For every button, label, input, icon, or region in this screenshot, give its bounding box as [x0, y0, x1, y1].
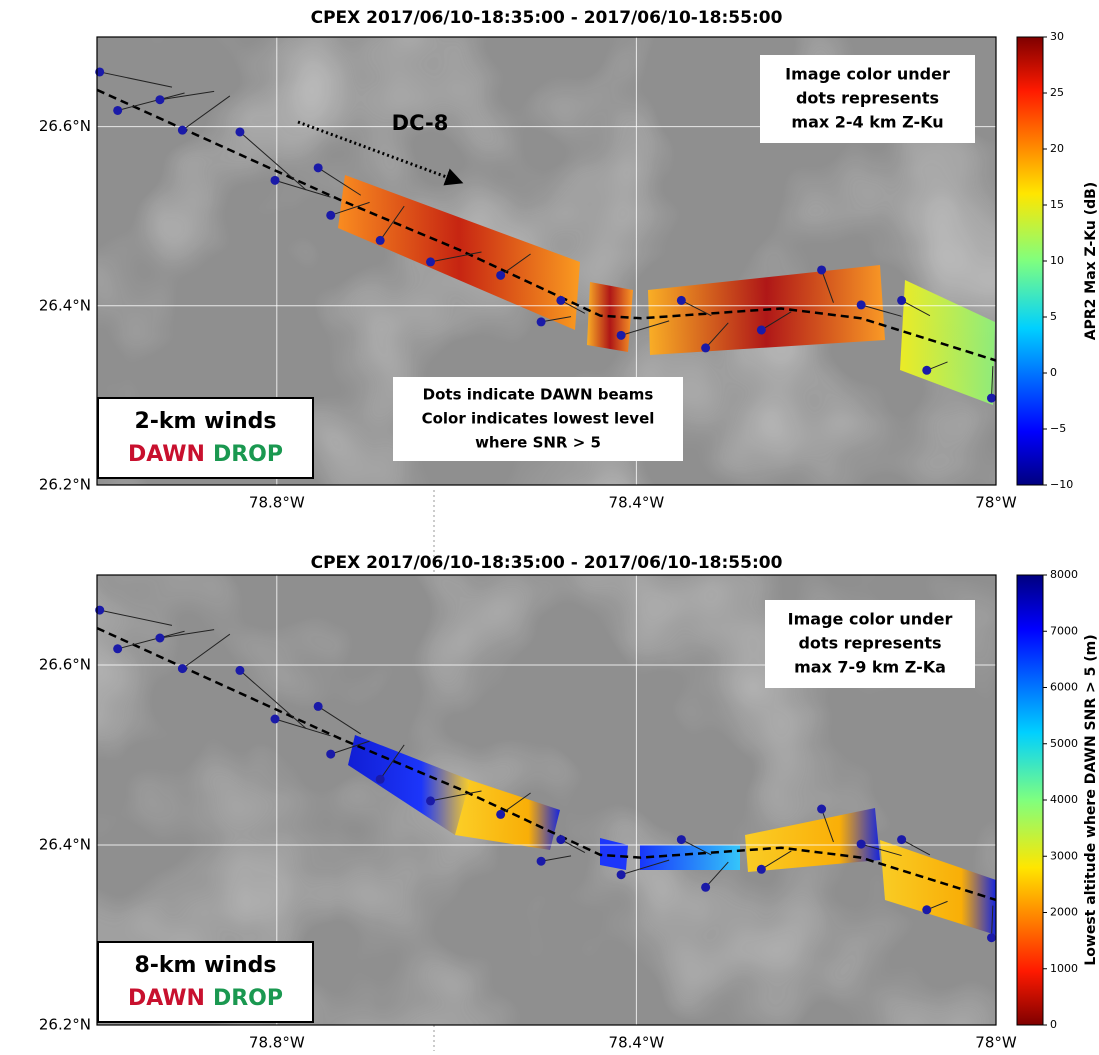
aircraft-label: DC-8 — [392, 111, 449, 135]
dawn-beam-dot — [178, 664, 187, 673]
x-tick-label: 78.4°W — [609, 494, 665, 512]
dawn-beam-dot — [155, 95, 164, 104]
annotation-text: Image color under — [788, 610, 953, 629]
dawn-beam-dot — [155, 634, 164, 643]
colorbar — [1017, 37, 1043, 485]
dawn-beam-dot — [426, 796, 435, 805]
colorbar-tick-label: 6000 — [1050, 681, 1078, 694]
colorbar-tick-label: 2000 — [1050, 906, 1078, 919]
dawn-beam-dot — [701, 883, 710, 892]
annotation-text: dots represents — [798, 634, 941, 653]
dawn-beam-dot — [314, 702, 323, 711]
colorbar-tick-label: 5 — [1050, 310, 1057, 323]
colorbar-tick-label: −5 — [1050, 422, 1066, 435]
annotation-text: dots represents — [796, 89, 939, 108]
x-tick-label: 78°W — [975, 1034, 1017, 1052]
annotation-text: max 2-4 km Z-Ku — [791, 113, 943, 132]
y-tick-label: 26.2°N — [39, 476, 91, 494]
y-tick-label: 26.6°N — [39, 656, 91, 674]
legend-title: 2-km winds — [134, 409, 276, 434]
figure: CPEX 2017/06/10-18:35:00 - 2017/06/10-18… — [0, 0, 1099, 1051]
dawn-beam-dot — [426, 257, 435, 266]
chart-title: CPEX 2017/06/10-18:35:00 - 2017/06/10-18… — [311, 553, 783, 573]
dawn-beam-dot — [897, 835, 906, 844]
legend-entry: DAWN — [128, 442, 205, 467]
x-tick-label: 78.8°W — [249, 494, 305, 512]
dawn-beam-dot — [326, 750, 335, 759]
dawn-beam-dot — [987, 394, 996, 403]
dawn-beam-dot — [617, 331, 626, 340]
colorbar-tick-label: 1000 — [1050, 962, 1078, 975]
dawn-beam-dot — [677, 835, 686, 844]
annotation-text: Image color under — [785, 65, 950, 84]
dawn-beam-dot — [537, 857, 546, 866]
colorbar — [1017, 575, 1043, 1025]
dawn-beam-dot — [271, 176, 280, 185]
colorbar-tick-label: 30 — [1050, 30, 1064, 43]
legend-entry: DROP — [213, 986, 283, 1011]
dawn-beam-dot — [235, 127, 244, 136]
dawn-beam-dot — [271, 715, 280, 724]
x-tick-label: 78.4°W — [609, 1034, 665, 1052]
dawn-beam-dot — [817, 265, 826, 274]
dawn-beam-dot — [857, 840, 866, 849]
dawn-beam-dot — [326, 211, 335, 220]
dawn-beam-dot — [987, 933, 996, 942]
x-tick-label: 78.8°W — [249, 1034, 305, 1052]
dawn-beam-dot — [314, 163, 323, 172]
colorbar-tick-label: 15 — [1050, 198, 1064, 211]
annotation-text: where SNR > 5 — [475, 434, 601, 452]
colorbar-tick-label: 8000 — [1050, 568, 1078, 581]
colorbar-tick-label: 7000 — [1050, 624, 1078, 637]
colorbar-tick-label: −10 — [1050, 478, 1073, 491]
dawn-beam-dot — [617, 870, 626, 879]
dawn-beam-dot — [922, 905, 931, 914]
dawn-beam-dot — [376, 236, 385, 245]
legend-title: 8-km winds — [134, 953, 276, 978]
y-tick-label: 26.2°N — [39, 1016, 91, 1034]
dawn-beam-dot — [897, 296, 906, 305]
colorbar-tick-label: 0 — [1050, 366, 1057, 379]
dawn-beam-dot — [556, 296, 565, 305]
dawn-beam-dot — [922, 366, 931, 375]
y-tick-label: 26.6°N — [39, 117, 91, 135]
dawn-beam-dot — [496, 271, 505, 280]
colorbar-tick-label: 20 — [1050, 142, 1064, 155]
dawn-beam-dot — [701, 343, 710, 352]
colorbar-label: APR2 Max Z-Ku (dB) — [1083, 182, 1099, 340]
colorbar-tick-label: 10 — [1050, 254, 1064, 267]
dawn-beam-dot — [556, 835, 565, 844]
y-tick-label: 26.4°N — [39, 296, 91, 314]
chart-title: CPEX 2017/06/10-18:35:00 - 2017/06/10-18… — [311, 8, 783, 28]
dawn-beam-dot — [178, 126, 187, 135]
x-tick-label: 78°W — [975, 494, 1017, 512]
colorbar-tick-label: 25 — [1050, 86, 1064, 99]
dawn-beam-dot — [757, 325, 766, 334]
dawn-beam-dot — [235, 666, 244, 675]
colorbar-tick-label: 5000 — [1050, 737, 1078, 750]
dawn-beam-dot — [376, 775, 385, 784]
annotation-text: Color indicates lowest level — [422, 410, 655, 428]
y-tick-label: 26.4°N — [39, 836, 91, 854]
dawn-beam-dot — [496, 810, 505, 819]
legend-entry: DROP — [213, 442, 283, 467]
dawn-beam-dot — [677, 296, 686, 305]
dawn-beam-dot — [817, 805, 826, 814]
dawn-beam-dot — [113, 644, 122, 653]
dawn-beam-dot — [857, 300, 866, 309]
dawn-beam-dot — [113, 106, 122, 115]
colorbar-tick-label: 3000 — [1050, 849, 1078, 862]
annotation-text: Dots indicate DAWN beams — [423, 386, 654, 404]
colorbar-tick-label: 4000 — [1050, 793, 1078, 806]
colorbar-tick-label: 0 — [1050, 1018, 1057, 1031]
legend-entry: DAWN — [128, 986, 205, 1011]
dawn-beam-dot — [537, 317, 546, 326]
colorbar-label: Lowest altitude where DAWN SNR > 5 (m) — [1083, 634, 1099, 965]
annotation-text: max 7-9 km Z-Ka — [794, 658, 946, 677]
dawn-beam-dot — [757, 865, 766, 874]
